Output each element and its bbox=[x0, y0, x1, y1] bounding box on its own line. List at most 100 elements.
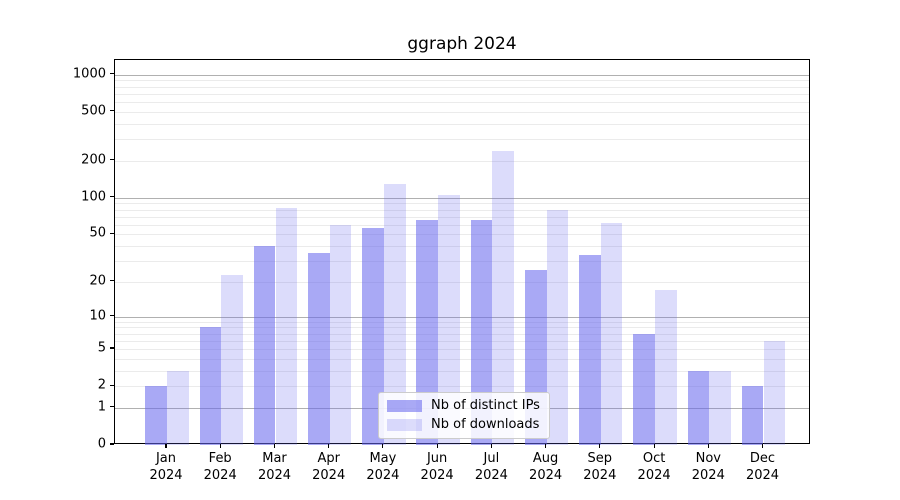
x-tick-label-nov: Nov 2024 bbox=[691, 451, 725, 483]
y-gridline-major bbox=[115, 197, 809, 199]
y-gridline-minor bbox=[115, 358, 809, 360]
y-gridline-minor bbox=[115, 80, 809, 82]
bar-downloads-dec bbox=[763, 340, 786, 445]
y-gridline-minor bbox=[115, 224, 809, 226]
y-gridline-minor bbox=[115, 281, 809, 283]
bar-distinct-ips-jul bbox=[470, 219, 493, 445]
bar-distinct-ips-feb bbox=[199, 327, 222, 445]
y-axis-tick bbox=[110, 196, 114, 198]
x-axis-tick bbox=[382, 444, 384, 448]
y-tick-label: 200 bbox=[81, 152, 106, 168]
bar-downloads-nov bbox=[709, 370, 731, 445]
bar-distinct-ips-jun bbox=[416, 219, 439, 445]
y-gridline-minor bbox=[115, 160, 809, 162]
bar-downloads-oct bbox=[655, 290, 677, 445]
bar-downloads-mar bbox=[275, 208, 298, 445]
y-axis-tick bbox=[110, 110, 114, 112]
x-tick-label-oct: Oct 2024 bbox=[637, 451, 671, 483]
y-gridline-minor bbox=[115, 340, 809, 342]
chart-title: ggraph 2024 bbox=[407, 34, 517, 54]
x-tick-label-jul: Jul 2024 bbox=[474, 451, 508, 483]
y-tick-label: 1000 bbox=[72, 66, 106, 82]
y-gridline-minor bbox=[115, 234, 809, 236]
y-gridline-minor bbox=[115, 111, 809, 113]
bar-distinct-ips-oct bbox=[633, 333, 656, 445]
x-tick-label-may: May 2024 bbox=[366, 451, 400, 483]
y-tick-label: 0 bbox=[97, 436, 106, 452]
y-gridline-minor bbox=[115, 370, 809, 372]
x-axis-tick bbox=[653, 444, 655, 448]
x-tick-label-mar: Mar 2024 bbox=[257, 451, 292, 483]
y-tick-label: 100 bbox=[81, 189, 106, 205]
x-axis-tick bbox=[761, 444, 764, 448]
bar-distinct-ips-sep bbox=[579, 254, 601, 445]
x-tick-label-jan: Jan 2024 bbox=[149, 451, 183, 483]
x-axis-tick bbox=[707, 444, 709, 448]
bar-downloads-jan bbox=[167, 370, 189, 445]
y-tick-label: 5 bbox=[97, 340, 106, 356]
legend-label-downloads: Nb of downloads bbox=[431, 417, 540, 432]
bar-downloads-may bbox=[383, 183, 406, 445]
legend-item-distinct-ips: Nb of distinct IPs bbox=[387, 398, 540, 414]
bar-downloads-jun bbox=[438, 194, 460, 445]
y-gridline-minor bbox=[115, 86, 809, 88]
x-axis-tick bbox=[219, 444, 221, 448]
y-tick-label: 500 bbox=[81, 103, 106, 119]
x-axis-tick bbox=[599, 444, 601, 448]
y-gridline-minor bbox=[115, 216, 809, 218]
x-axis-tick bbox=[273, 444, 276, 448]
y-gridline-major bbox=[115, 74, 809, 76]
y-gridline-major bbox=[115, 316, 809, 318]
y-gridline-minor bbox=[115, 209, 809, 211]
x-tick-label-apr: Apr 2024 bbox=[312, 451, 346, 483]
y-gridline-minor bbox=[115, 261, 809, 262]
y-tick-label: 1 bbox=[97, 399, 106, 415]
y-axis-tick bbox=[110, 280, 114, 282]
y-gridline-minor bbox=[115, 333, 809, 335]
x-axis-tick bbox=[328, 444, 330, 448]
bar-downloads-feb bbox=[221, 274, 243, 445]
y-gridline-minor bbox=[115, 246, 809, 247]
x-tick-label-jun: Jun 2024 bbox=[420, 451, 454, 483]
y-axis-tick bbox=[110, 347, 114, 349]
y-tick-label: 2 bbox=[97, 377, 106, 393]
bar-distinct-ips-apr bbox=[308, 253, 330, 445]
legend: Nb of distinct IPs Nb of downloads bbox=[378, 392, 550, 439]
y-gridline-minor bbox=[115, 386, 809, 388]
y-tick-label: 50 bbox=[89, 225, 106, 241]
x-axis-tick bbox=[436, 444, 438, 448]
bar-downloads-jul bbox=[492, 151, 515, 445]
y-tick-label: 10 bbox=[89, 308, 106, 323]
bar-downloads-apr bbox=[329, 224, 352, 445]
bar-distinct-ips-jan bbox=[145, 386, 167, 445]
legend-label-distinct-ips: Nb of distinct IPs bbox=[431, 398, 540, 413]
x-axis-tick bbox=[545, 444, 547, 448]
x-tick-label-dec: Dec 2024 bbox=[745, 451, 780, 483]
y-tick-label: 20 bbox=[89, 273, 106, 289]
y-axis-tick bbox=[110, 314, 114, 317]
plot-area: Nb of distinct IPs Nb of downloads bbox=[114, 59, 810, 445]
x-tick-label-aug: Aug 2024 bbox=[529, 451, 563, 483]
y-gridline-minor bbox=[115, 349, 809, 350]
y-gridline-minor bbox=[115, 327, 809, 329]
y-axis-tick bbox=[110, 159, 114, 161]
legend-swatch-downloads bbox=[387, 419, 422, 431]
x-axis-tick bbox=[490, 444, 492, 448]
legend-swatch-distinct-ips bbox=[387, 400, 422, 412]
x-tick-label-feb: Feb 2024 bbox=[203, 451, 237, 483]
y-gridline-minor bbox=[115, 139, 809, 141]
y-gridline-minor bbox=[115, 203, 809, 205]
y-axis-tick bbox=[110, 443, 114, 445]
bar-distinct-ips-mar bbox=[253, 246, 276, 445]
x-tick-label-sep: Sep 2024 bbox=[583, 451, 617, 483]
bar-downloads-aug bbox=[546, 209, 569, 445]
y-gridline-minor bbox=[115, 93, 809, 95]
gridlines-layer bbox=[115, 60, 809, 443]
bars-layer bbox=[115, 60, 809, 445]
y-axis-tick bbox=[110, 406, 114, 408]
legend-item-downloads: Nb of downloads bbox=[387, 417, 540, 433]
y-gridline-minor bbox=[115, 102, 809, 104]
y-axis-tick bbox=[110, 232, 114, 234]
